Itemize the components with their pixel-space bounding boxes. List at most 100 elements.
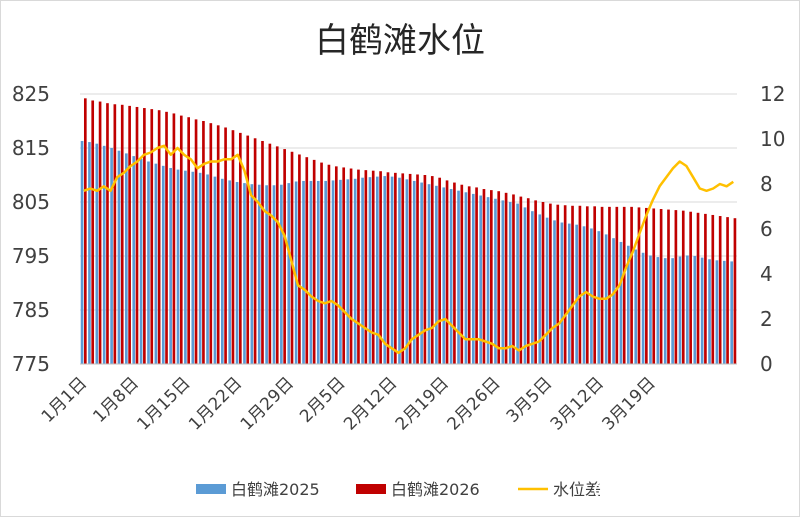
bar-2026: [490, 190, 493, 364]
bar-2025: [671, 258, 674, 364]
bar-2026: [726, 217, 729, 364]
bar-2025: [368, 177, 372, 364]
bar-2026: [320, 162, 323, 364]
bar-2026: [364, 170, 368, 364]
bar-2025: [353, 178, 357, 364]
bar-2026: [718, 216, 722, 364]
bar-2025: [678, 256, 682, 364]
bar-2026: [194, 119, 198, 364]
bar-2025: [663, 258, 667, 364]
bar-2026: [467, 186, 471, 364]
bar-2025: [139, 158, 143, 364]
bar-2025: [494, 198, 497, 364]
bar-2025: [531, 211, 534, 364]
bar-2026: [357, 169, 360, 364]
bar-2026: [120, 104, 124, 365]
x-tick-label: 2月26日: [443, 373, 504, 434]
bar-2025: [435, 185, 438, 364]
bar-2025: [686, 255, 689, 364]
bar-2025: [553, 220, 556, 364]
watermark: 雪球：刺猬偷腥: [594, 480, 737, 502]
bar-2025: [479, 195, 483, 364]
bar-2026: [667, 209, 670, 364]
legend-label-diff: 水位差: [553, 480, 601, 499]
bar-2025: [442, 187, 446, 364]
bar-2026: [563, 205, 567, 364]
bar-2025: [376, 176, 379, 364]
y-right-tick-label: 2: [760, 307, 773, 331]
bar-2026: [475, 187, 478, 364]
bar-2026: [246, 135, 250, 364]
bar-2025: [464, 192, 468, 364]
bar-2026: [615, 206, 619, 364]
bar-2026: [113, 104, 117, 364]
bar-2026: [165, 111, 168, 364]
bar-2026: [526, 198, 530, 364]
bar-2026: [231, 130, 235, 364]
bar-2026: [453, 182, 456, 364]
bar-2026: [681, 210, 685, 364]
bar-2026: [312, 159, 316, 364]
bar-2026: [157, 110, 161, 364]
chart-title: 白鹤滩水位: [315, 21, 485, 61]
y-right-tick-label: 4: [760, 262, 773, 286]
bar-2026: [637, 207, 641, 364]
series-2025-bars: [80, 140, 734, 364]
bar-2025: [272, 185, 276, 364]
bar-2026: [534, 200, 537, 364]
watermark-text: 雪球：刺猬偷腥: [618, 482, 737, 502]
bar-2025: [220, 178, 224, 364]
bar-2026: [187, 117, 190, 364]
bar-2025: [147, 161, 150, 364]
y-right-tick-label: 0: [760, 352, 773, 376]
bar-2026: [430, 176, 434, 364]
bar-2026: [239, 132, 242, 364]
legend-label-2025: 白鹤滩2025: [231, 480, 320, 499]
bar-2025: [412, 180, 416, 364]
bar-2026: [128, 105, 131, 364]
bar-2025: [545, 217, 549, 364]
x-tick-label: 2月19日: [392, 373, 453, 434]
bar-2026: [224, 127, 227, 364]
bar-2025: [184, 170, 187, 364]
bar-2025: [582, 226, 586, 364]
bar-2026: [275, 146, 279, 364]
bar-2025: [80, 140, 84, 364]
legend-swatch-2026: [356, 484, 386, 494]
bar-2025: [228, 180, 232, 364]
bar-2025: [250, 184, 254, 364]
bar-2025: [508, 202, 512, 364]
bar-2026: [423, 175, 427, 364]
bar-2026: [549, 203, 552, 364]
bar-2026: [504, 192, 508, 364]
diff-line: [83, 144, 734, 355]
bar-2026: [630, 206, 633, 364]
x-tick-label: 1月22日: [185, 373, 246, 434]
bar-2026: [600, 206, 604, 364]
bar-2026: [401, 173, 405, 364]
bar-2026: [216, 125, 220, 364]
bar-2026: [704, 213, 707, 364]
bar-2026: [349, 168, 353, 364]
bar-2025: [708, 259, 711, 364]
bar-2025: [390, 176, 394, 364]
bar-2025: [575, 224, 578, 364]
bar-2026: [83, 98, 87, 364]
bar-2025: [243, 183, 246, 364]
bar-2026: [541, 202, 545, 364]
bar-2025: [102, 145, 106, 364]
y-left-tick-label: 805: [12, 190, 50, 214]
bar-2025: [88, 142, 91, 364]
bar-2025: [612, 238, 615, 364]
bar-2025: [191, 171, 195, 364]
series-diff-line: [83, 144, 734, 355]
x-axis: 1月1日1月8日1月15日1月22日1月29日2月5日2月12日2月19日2月2…: [38, 363, 737, 435]
bar-2025: [656, 257, 660, 364]
x-tick-label: 1月15日: [133, 373, 194, 434]
bar-2026: [652, 208, 656, 364]
y-right-tick-label: 6: [760, 217, 773, 241]
bar-2025: [316, 180, 320, 364]
bar-2026: [371, 170, 375, 364]
bar-2025: [198, 172, 202, 364]
bar-2025: [567, 223, 571, 364]
